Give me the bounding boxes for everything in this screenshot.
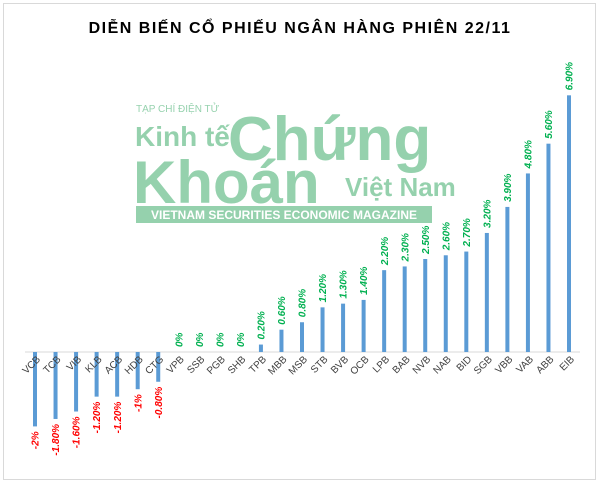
watermark-text: Việt Nam xyxy=(345,172,456,202)
value-label: 0% xyxy=(195,332,206,347)
bar xyxy=(505,206,510,352)
bar xyxy=(74,352,79,412)
bar xyxy=(156,352,161,382)
bar xyxy=(53,352,58,419)
value-label: -1.60% xyxy=(72,416,83,448)
value-label: 2.70% xyxy=(462,218,473,247)
bar xyxy=(320,307,325,352)
bar xyxy=(484,232,489,352)
bar xyxy=(135,352,140,390)
value-label: 0.80% xyxy=(298,289,309,317)
bar xyxy=(567,95,571,352)
watermark-text: TẠP CHÍ ĐIỆN TỬ xyxy=(136,102,220,115)
value-label: -1.80% xyxy=(51,424,62,456)
watermark-text: Chứng xyxy=(228,105,431,174)
bar xyxy=(402,266,407,352)
bar xyxy=(115,352,120,397)
watermark-text: Kinh tế xyxy=(135,121,230,152)
value-label: -2% xyxy=(31,431,42,449)
value-label: 0% xyxy=(236,332,247,347)
value-label: 2.50% xyxy=(421,226,432,255)
value-label: 1.40% xyxy=(359,266,370,294)
value-label: -1.20% xyxy=(113,402,124,434)
chart-title: DIỄN BIẾN CỔ PHIẾU NGÂN HÀNG PHIÊN 22/11 xyxy=(89,18,512,37)
value-label: 0% xyxy=(174,332,185,347)
value-label: 1.30% xyxy=(339,270,350,298)
bar xyxy=(94,352,99,397)
value-label: 0.60% xyxy=(277,296,288,324)
value-label: 2.30% xyxy=(400,233,411,262)
bar xyxy=(279,329,284,352)
bar xyxy=(464,251,469,352)
value-label: 0% xyxy=(215,332,226,347)
bar xyxy=(341,303,346,352)
value-label: 0.20% xyxy=(257,311,268,339)
bar xyxy=(546,143,551,352)
value-label: 3.90% xyxy=(503,173,514,201)
watermark: TẠP CHÍ ĐIỆN TỬ Kinh tế Chứng Khoán Việt… xyxy=(133,102,456,223)
value-label: -1% xyxy=(133,394,144,412)
bar xyxy=(382,270,387,352)
value-label: 5.60% xyxy=(544,110,555,138)
watermark-text: VIETNAM SECURITIES ECONOMIC MAGAZINE xyxy=(151,208,417,222)
value-label: 6.90% xyxy=(565,62,576,90)
value-label: 3.20% xyxy=(482,199,493,227)
bar xyxy=(525,173,530,352)
bar xyxy=(300,322,304,352)
value-label: 2.60% xyxy=(441,222,452,251)
bar xyxy=(423,259,428,352)
bar xyxy=(443,255,448,352)
bar xyxy=(33,352,37,427)
value-label: 1.20% xyxy=(318,274,329,302)
chart-frame xyxy=(3,3,596,480)
bar xyxy=(361,299,366,352)
watermark-text: Khoán xyxy=(133,149,320,216)
value-label: -1.20% xyxy=(92,402,103,434)
value-label: -0.80% xyxy=(154,387,165,419)
watermark-band xyxy=(136,206,432,223)
value-label: 2.20% xyxy=(380,237,391,266)
value-label: 4.80% xyxy=(524,140,535,169)
bar xyxy=(258,344,263,352)
